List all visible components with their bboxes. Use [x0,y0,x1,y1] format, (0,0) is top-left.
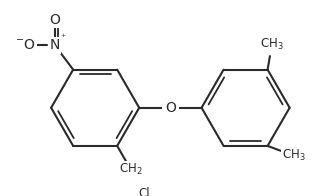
Text: $^{-}$O: $^{-}$O [15,38,36,52]
Text: O: O [50,13,60,27]
Text: O: O [165,101,176,115]
Text: N: N [50,38,60,52]
Text: CH$_3$: CH$_3$ [282,148,305,163]
Text: $^{+}$: $^{+}$ [60,33,67,42]
Text: CH$_3$: CH$_3$ [260,37,284,52]
Text: CH$_2$: CH$_2$ [119,162,143,177]
Text: Cl: Cl [139,187,150,196]
